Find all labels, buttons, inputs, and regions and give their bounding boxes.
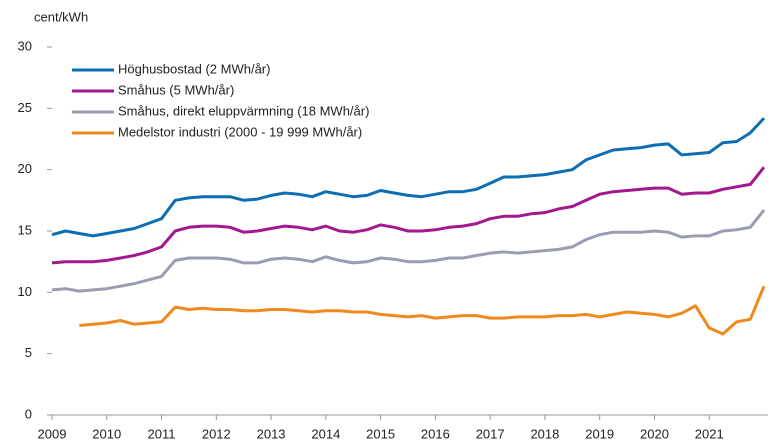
series-line xyxy=(79,285,766,336)
y-tick-label: 25 xyxy=(18,100,32,115)
x-tick-label: 2020 xyxy=(640,426,669,441)
series-line xyxy=(51,117,766,238)
y-tick-label: 20 xyxy=(18,161,32,176)
y-tick-label: 0 xyxy=(25,406,32,421)
x-tick-label: 2017 xyxy=(476,426,505,441)
series-line xyxy=(51,166,766,265)
legend-label: Småhus (5 MWh/år) xyxy=(118,82,234,97)
y-tick-label: 5 xyxy=(25,345,32,360)
x-tick-label: 2015 xyxy=(366,426,395,441)
series-line xyxy=(51,209,766,293)
x-tick-label: 2021 xyxy=(695,426,724,441)
x-tick-label: 2012 xyxy=(202,426,231,441)
y-axis-label: cent/kWh xyxy=(34,9,88,24)
x-tick-label: 2010 xyxy=(92,426,121,441)
x-tick-label: 2011 xyxy=(148,426,176,441)
x-tick-label: 2014 xyxy=(311,426,340,441)
x-tick-label: 2019 xyxy=(585,426,614,441)
y-tick-label: 30 xyxy=(18,38,32,53)
x-tick-label: 2016 xyxy=(421,426,450,441)
x-tick-label: 2013 xyxy=(257,426,286,441)
legend-label: Höghusbostad (2 MWh/år) xyxy=(118,61,270,76)
x-tick-label: 2009 xyxy=(38,426,67,441)
y-tick-label: 15 xyxy=(18,222,32,237)
legend-label: Medelstor industri (2000 - 19 999 MWh/år… xyxy=(118,124,362,139)
y-tick-label: 10 xyxy=(18,284,32,299)
legend-label: Småhus, direkt eluppvärmning (18 MWh/år) xyxy=(118,103,369,118)
x-tick-label: 2018 xyxy=(530,426,559,441)
